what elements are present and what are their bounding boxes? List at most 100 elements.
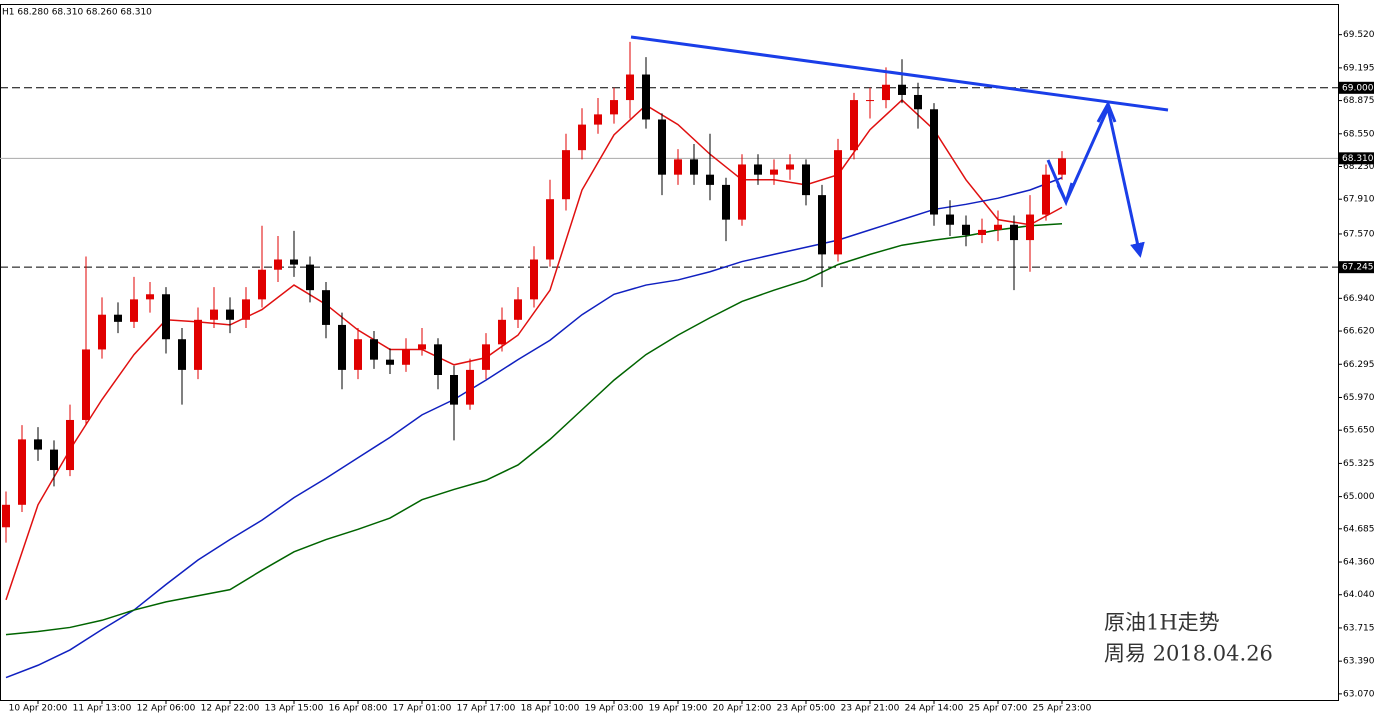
candle-body: [386, 359, 394, 365]
candle-body: [1058, 158, 1066, 175]
y-tick-label: 69.195: [1343, 63, 1374, 73]
x-tick-label: 25 Apr 07:00: [969, 704, 1028, 714]
y-tick-label: 64.040: [1343, 590, 1374, 600]
y-tick-label: 68.230: [1343, 162, 1374, 172]
candle-body: [2, 504, 10, 528]
moving-average: [5, 222, 1063, 636]
candle-body: [146, 294, 154, 300]
y-tick-label: 67.570: [1343, 229, 1374, 239]
candle-body: [1042, 174, 1050, 215]
candle-body: [274, 259, 282, 270]
candle-body: [338, 324, 346, 370]
y-tick-label: 66.940: [1343, 294, 1374, 304]
candle-body: [754, 164, 762, 175]
candle-body: [562, 150, 570, 200]
trend-line: [630, 35, 1169, 112]
candle-body: [130, 299, 138, 322]
x-tick-label: 23 Apr 21:00: [841, 704, 900, 714]
candle-body: [578, 124, 586, 151]
candle-body: [882, 84, 890, 101]
candle-body: [706, 174, 714, 185]
candle-body: [866, 100, 874, 102]
x-tick-label: 19 Apr 19:00: [649, 704, 708, 714]
candle-body: [1026, 214, 1034, 241]
candle-body: [994, 224, 1002, 230]
candle-body: [402, 349, 410, 365]
candle-body: [946, 214, 954, 225]
candle-body: [498, 319, 506, 345]
candle-body: [626, 74, 634, 101]
price-box: [1339, 261, 1374, 274]
candle-body: [162, 294, 170, 340]
candle-body: [850, 100, 858, 151]
candle-body: [50, 449, 58, 471]
y-tick-label: 68.875: [1343, 96, 1374, 106]
candle-body: [770, 169, 778, 175]
price-label: 69.000: [1342, 83, 1374, 93]
candle-body: [514, 299, 522, 320]
candle-body: [1010, 224, 1018, 241]
candle-body: [450, 374, 458, 405]
plot-frame: [0, 4, 1339, 701]
candle-body: [210, 309, 218, 320]
y-tick-label: 65.970: [1343, 393, 1374, 403]
y-tick-label: 65.650: [1343, 426, 1374, 436]
price-box: [1339, 152, 1374, 165]
y-tick-label: 69.520: [1343, 30, 1374, 40]
x-tick-label: 23 Apr 05:00: [777, 704, 836, 714]
candle-body: [258, 269, 266, 300]
candle-body: [434, 344, 442, 375]
x-tick-label: 16 Apr 08:00: [329, 704, 388, 714]
candle-body: [978, 229, 986, 235]
x-tick-label: 25 Apr 23:00: [1033, 704, 1092, 714]
candle-body: [290, 259, 298, 265]
candle-body: [818, 195, 826, 255]
price-label: 68.310: [1342, 154, 1374, 164]
candle-body: [530, 259, 538, 300]
x-tick-label: 18 Apr 10:00: [521, 704, 580, 714]
arrow-heads: [1056, 100, 1117, 207]
candle-body: [610, 100, 618, 115]
y-tick-label: 64.685: [1343, 524, 1374, 534]
candle-body: [82, 349, 90, 420]
y-tick-label: 64.360: [1343, 558, 1374, 568]
candle-body: [674, 159, 682, 175]
candle-body: [354, 339, 362, 370]
candle-body: [690, 159, 698, 175]
header: H1 68.280 68.310 68.260 68.310: [2, 8, 152, 18]
candle-body: [306, 264, 314, 291]
candle-body: [786, 164, 794, 170]
candle-body: [642, 74, 650, 120]
candle-body: [898, 84, 906, 95]
candle-body: [834, 150, 842, 255]
x-tick-label: 19 Apr 03:00: [585, 704, 644, 714]
annotation: 周易 2018.04.26: [1104, 642, 1273, 666]
x-tick-label: 12 Apr 22:00: [201, 704, 260, 714]
candle-body: [722, 184, 730, 220]
candle-body: [194, 319, 202, 370]
x-tick-label: 13 Apr 15:00: [265, 704, 324, 714]
candle-body: [802, 164, 810, 196]
y-tick-label: 68.550: [1343, 129, 1374, 139]
candle-body: [482, 344, 490, 370]
y-tick-label: 65.325: [1343, 459, 1374, 469]
y-tick-label: 66.620: [1343, 327, 1374, 337]
candle-body: [594, 114, 602, 125]
y-tick-label: 66.295: [1343, 360, 1374, 370]
candle-body: [242, 299, 250, 320]
y-tick-label: 63.070: [1343, 689, 1374, 699]
x-tick-label: 12 Apr 06:00: [137, 704, 196, 714]
x-tick-label: 10 Apr 20:00: [9, 704, 68, 714]
y-tick-label: 63.715: [1343, 623, 1374, 633]
x-tick-label: 11 Apr 13:00: [73, 704, 132, 714]
moving-average: [5, 99, 1063, 601]
annotation: 原油1H走势: [1104, 611, 1220, 635]
candle-body: [114, 314, 122, 322]
candle-body: [322, 290, 330, 325]
plot: [0, 41, 1338, 679]
candle-body: [914, 94, 922, 110]
candle-body: [962, 224, 970, 235]
forecast-arrow: [1046, 103, 1145, 258]
candle-body: [34, 439, 42, 450]
